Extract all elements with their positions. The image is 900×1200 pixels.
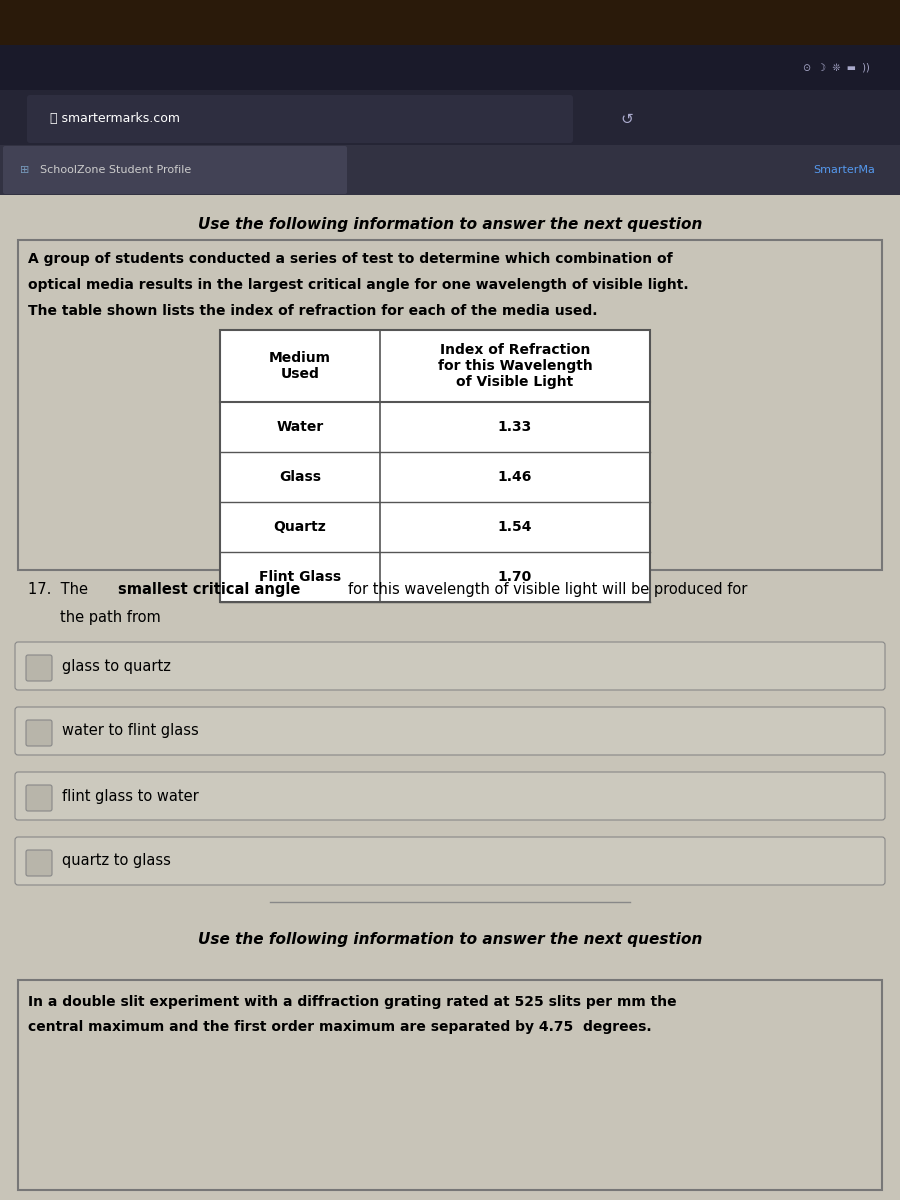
Bar (220, 330, 650, 602)
Text: SchoolZone Student Profile: SchoolZone Student Profile (40, 164, 191, 175)
Text: Medium
Used: Medium Used (269, 350, 331, 382)
Bar (18, 980, 882, 1190)
Text: quartz to glass: quartz to glass (62, 853, 171, 869)
FancyBboxPatch shape (15, 642, 885, 690)
Bar (0, 90, 900, 145)
Text: 17.  The: 17. The (28, 582, 93, 596)
Text: The table shown lists the index of refraction for each of the media used.: The table shown lists the index of refra… (28, 304, 598, 318)
Text: 1.54: 1.54 (498, 520, 532, 534)
FancyBboxPatch shape (26, 720, 52, 746)
Text: glass to quartz: glass to quartz (62, 659, 171, 673)
Text: smallest critical angle: smallest critical angle (118, 582, 301, 596)
Text: A group of students conducted a series of test to determine which combination of: A group of students conducted a series o… (28, 252, 672, 266)
FancyBboxPatch shape (15, 838, 885, 886)
Bar (0, 145, 900, 194)
FancyBboxPatch shape (26, 655, 52, 680)
Text: water to flint glass: water to flint glass (62, 724, 199, 738)
Text: ⊙  ☽  ❊  ▬  )): ⊙ ☽ ❊ ▬ )) (803, 62, 870, 73)
Text: Quartz: Quartz (274, 520, 327, 534)
Text: Use the following information to answer the next question: Use the following information to answer … (198, 217, 702, 233)
Text: optical media results in the largest critical angle for one wavelength of visibl: optical media results in the largest cri… (28, 278, 688, 292)
FancyBboxPatch shape (15, 772, 885, 820)
Bar (0, 44, 900, 90)
Bar (0, 0, 900, 44)
FancyBboxPatch shape (3, 146, 347, 194)
Bar (18, 240, 882, 570)
Text: Index of Refraction
for this Wavelength
of Visible Light: Index of Refraction for this Wavelength … (437, 343, 592, 389)
FancyBboxPatch shape (26, 785, 52, 811)
FancyBboxPatch shape (27, 95, 573, 143)
FancyBboxPatch shape (15, 707, 885, 755)
Text: Use the following information to answer the next question: Use the following information to answer … (198, 932, 702, 947)
Text: the path from: the path from (60, 610, 161, 625)
Text: In a double slit experiment with a diffraction grating rated at 525 slits per mm: In a double slit experiment with a diffr… (28, 995, 677, 1009)
Text: ↺: ↺ (620, 112, 633, 126)
Text: SmarterMa: SmarterMa (813, 164, 875, 175)
Text: ⊞: ⊞ (20, 164, 30, 175)
Text: 1.70: 1.70 (498, 570, 532, 584)
Text: Water: Water (276, 420, 324, 434)
Text: 1.46: 1.46 (498, 470, 532, 484)
Text: 🔒 smartermarks.com: 🔒 smartermarks.com (50, 113, 180, 126)
Text: for this wavelength of visible light will be produced for: for this wavelength of visible light wil… (348, 582, 747, 596)
Text: flint glass to water: flint glass to water (62, 788, 199, 804)
Text: Glass: Glass (279, 470, 321, 484)
FancyBboxPatch shape (26, 850, 52, 876)
Bar (0, 194, 900, 1200)
Text: 1.33: 1.33 (498, 420, 532, 434)
Text: central maximum and the first order maximum are separated by 4.75  degrees.: central maximum and the first order maxi… (28, 1020, 652, 1034)
Text: Flint Glass: Flint Glass (259, 570, 341, 584)
